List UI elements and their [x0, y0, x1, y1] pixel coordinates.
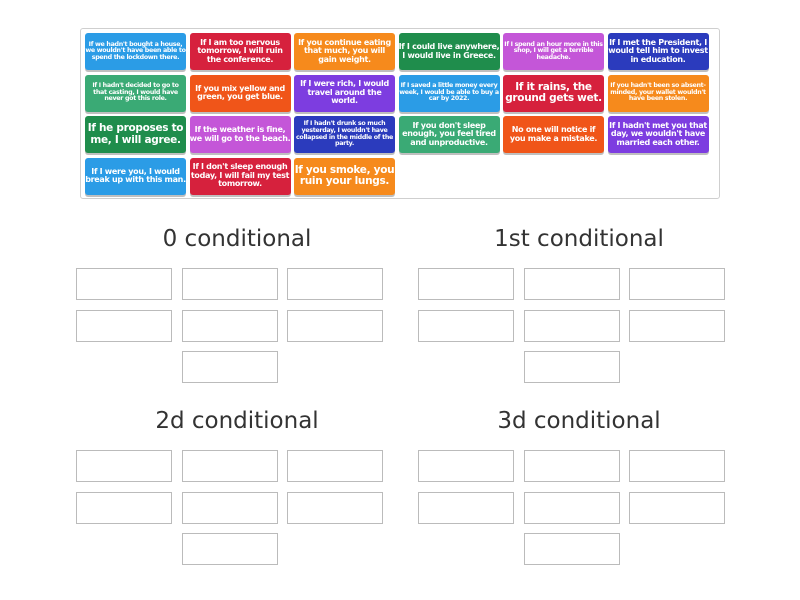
drop-slot[interactable] — [181, 351, 278, 383]
draggable-card[interactable]: If I saved a little money every week, I … — [398, 74, 500, 112]
draggable-card[interactable]: If he proposes to me, I will agree. — [85, 116, 186, 153]
drop-slot[interactable] — [629, 491, 725, 524]
drop-slot[interactable] — [181, 491, 278, 524]
group-title: 3d conditional — [497, 408, 661, 434]
draggable-card[interactable]: If you hadn't been so absent-minded, you… — [607, 74, 709, 112]
drop-slot[interactable] — [523, 309, 620, 342]
draggable-card[interactable]: If you continue eating that much, you wi… — [294, 33, 395, 70]
drop-slot[interactable] — [287, 450, 383, 482]
drop-slot[interactable] — [418, 268, 514, 300]
draggable-card[interactable]: If I were you, I would break up with thi… — [85, 157, 186, 195]
drop-slot[interactable] — [629, 309, 725, 342]
drop-slot[interactable] — [629, 268, 725, 300]
drop-slot[interactable] — [76, 309, 172, 342]
group-title: 1st conditional — [494, 226, 664, 252]
drop-slot[interactable] — [523, 533, 620, 565]
draggable-card[interactable]: If I hadn't met you that day, we wouldn'… — [607, 116, 709, 153]
draggable-card[interactable]: If the weather is fine, we will go to th… — [189, 116, 291, 153]
draggable-card[interactable]: If I met the President, I would tell him… — [607, 33, 709, 70]
drop-slot[interactable] — [181, 533, 278, 565]
draggable-card[interactable]: No one will notice if you make a mistake… — [503, 116, 604, 153]
draggable-card[interactable]: If you don't sleep enough, you feel tire… — [398, 116, 500, 153]
draggable-card[interactable]: If I hadn't drunk so much yesterday, I w… — [294, 116, 395, 153]
card-bank: If we hadn't bought a house, we wouldn't… — [80, 28, 720, 199]
draggable-card[interactable]: If you smoke, you ruin your lungs. — [294, 157, 395, 195]
drop-slot[interactable] — [523, 491, 620, 524]
drop-slot[interactable] — [287, 491, 383, 524]
drop-slot[interactable] — [629, 450, 725, 482]
draggable-card[interactable]: If you mix yellow and green, you get blu… — [189, 74, 291, 112]
draggable-card[interactable]: If I hadn't decided to go to that castin… — [85, 74, 186, 112]
drop-slot[interactable] — [523, 450, 620, 482]
drop-slot[interactable] — [287, 309, 383, 342]
drop-slot[interactable] — [181, 450, 278, 482]
drop-slot[interactable] — [76, 450, 172, 482]
drop-slot[interactable] — [523, 351, 620, 383]
drop-slot[interactable] — [76, 491, 172, 524]
drop-slot[interactable] — [523, 268, 620, 300]
drop-slot[interactable] — [181, 309, 278, 342]
draggable-card[interactable]: If I were rich, I would travel around th… — [294, 74, 395, 112]
draggable-card[interactable]: If I could live anywhere, I would live i… — [398, 33, 500, 70]
draggable-card[interactable]: If it rains, the ground gets wet. — [503, 74, 604, 112]
draggable-card[interactable]: If we hadn't bought a house, we wouldn't… — [85, 33, 186, 70]
drop-slot[interactable] — [418, 450, 514, 482]
drop-slot[interactable] — [418, 309, 514, 342]
draggable-card[interactable]: If I don't sleep enough today, I will fa… — [189, 157, 291, 195]
group-title: 0 conditional — [162, 226, 312, 252]
drop-slot[interactable] — [76, 268, 172, 300]
draggable-card[interactable]: If I am too nervous tomorrow, I will rui… — [189, 33, 291, 70]
drop-slot[interactable] — [181, 268, 278, 300]
drop-slot[interactable] — [287, 268, 383, 300]
drop-slot[interactable] — [418, 491, 514, 524]
draggable-card[interactable]: If I spend an hour more in this shop, I … — [503, 33, 604, 70]
group-title: 2d conditional — [155, 408, 319, 434]
